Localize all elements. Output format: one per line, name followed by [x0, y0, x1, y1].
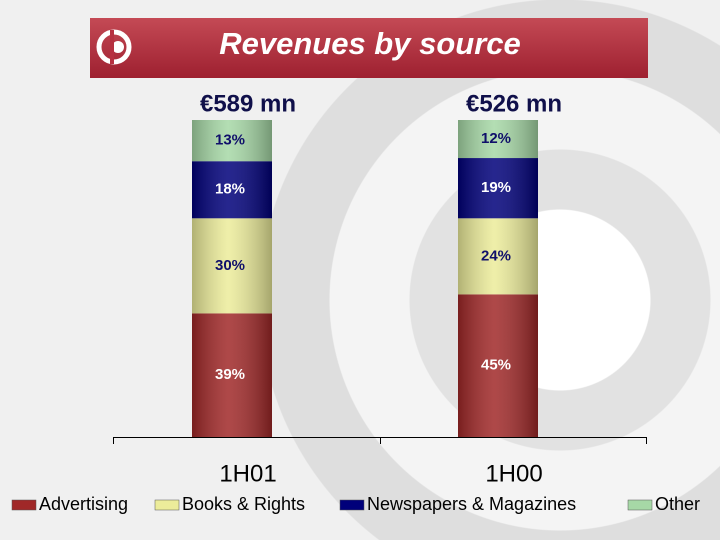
- legend-label: Advertising: [39, 494, 128, 514]
- legend-swatch: [11, 499, 37, 511]
- bar-shade: [458, 218, 538, 295]
- value-label: 19%: [481, 179, 511, 196]
- legend-swatch: [154, 499, 180, 511]
- x-tick-label: 1H00: [485, 460, 542, 487]
- bar-shade: [458, 294, 538, 437]
- legend-label: Other: [655, 494, 700, 514]
- legend-swatch: [627, 499, 653, 511]
- value-label: 45%: [481, 357, 511, 374]
- bar-shade: [192, 120, 272, 162]
- value-label: 24%: [481, 247, 511, 264]
- chart-title: Revenues by source: [219, 26, 521, 61]
- total-label: €526 mn: [466, 90, 562, 117]
- x-tick-label: 1H01: [219, 460, 276, 487]
- title-bar: [90, 18, 648, 78]
- bar-shade: [192, 218, 272, 314]
- value-label: 13%: [215, 132, 245, 149]
- value-label: 30%: [215, 257, 245, 274]
- legend-swatch: [339, 499, 365, 511]
- bar-shade: [458, 158, 538, 219]
- legend-label: Newspapers & Magazines: [367, 494, 576, 514]
- legend-label: Books & Rights: [182, 494, 305, 514]
- bar-shade: [192, 313, 272, 437]
- bar-shade: [192, 161, 272, 219]
- value-label: 12%: [481, 130, 511, 147]
- value-label: 39%: [215, 366, 245, 383]
- total-label: €589 mn: [200, 90, 296, 117]
- x-axis: [113, 437, 647, 444]
- logo: [96, 29, 132, 65]
- bar-shade: [458, 120, 538, 159]
- value-label: 18%: [215, 181, 245, 198]
